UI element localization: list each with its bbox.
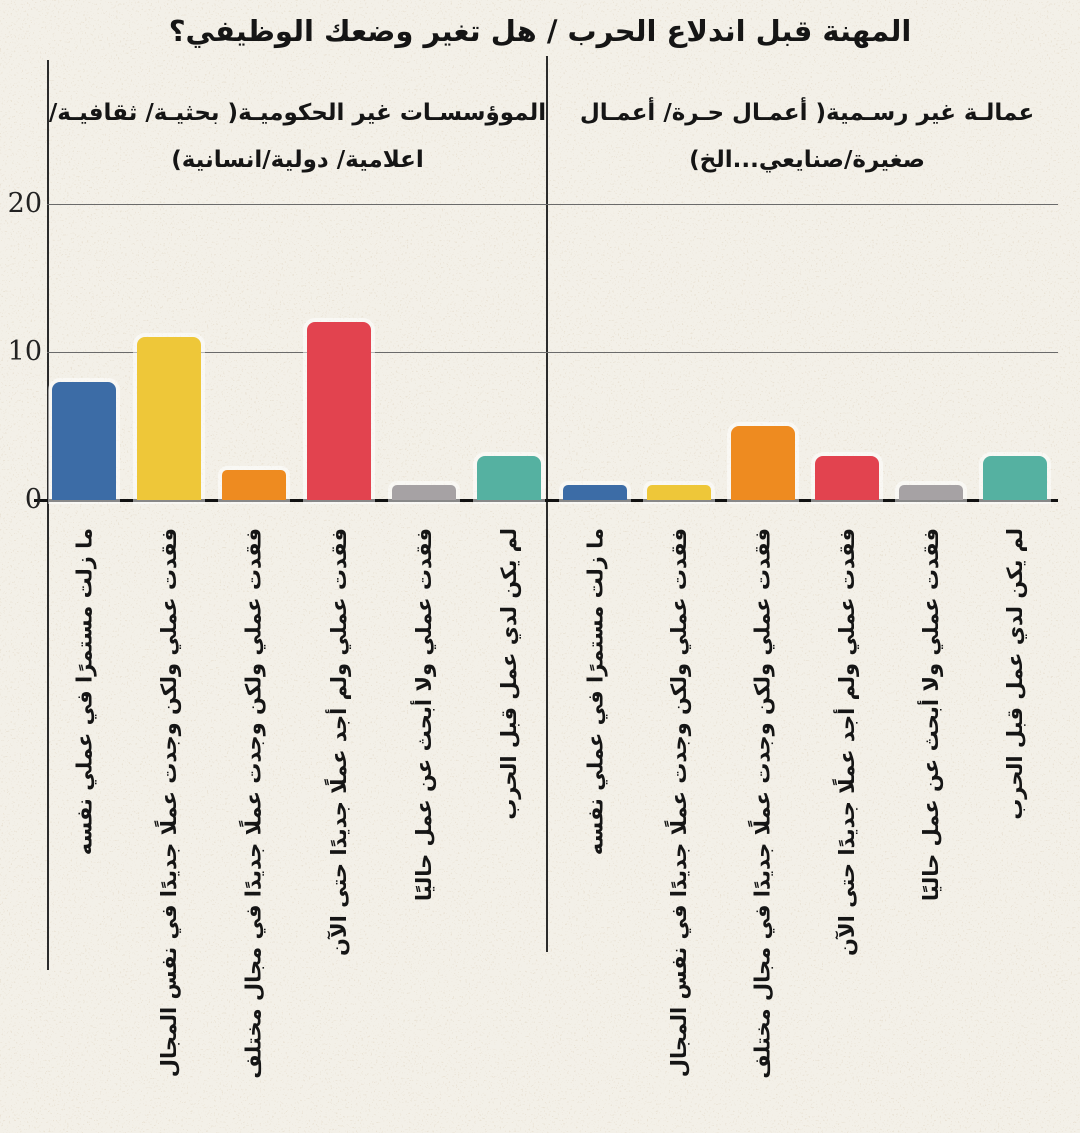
bar-group2-cat3	[731, 426, 795, 500]
group-header-ngo-line1: الموؤسسـات غير الحكوميـة( بحثيـة/ ثقافيـ…	[48, 100, 547, 126]
bar-group2-cat5	[899, 485, 963, 500]
bar-group1-cat6	[477, 456, 541, 500]
x-tick-label-group1-cat5: فقدت عملي ولا أبحث عن عمل حاليًا	[412, 528, 436, 902]
gridline-10	[47, 352, 1058, 353]
bar-group2-cat1	[563, 485, 627, 500]
x-tick-label-group1-cat1: ما زلت مستمرًا في عملي نفسه	[72, 528, 96, 856]
x-tick-label-group1-cat4: فقدت عملي ولم أجد عملًا جديدًا حتى الآن	[327, 528, 351, 956]
x-tick-label-group2-cat3: فقدت عملي ولكن وجدت عملًا جديدًا في مجال…	[751, 528, 775, 1079]
x-axis-baseline	[34, 499, 1058, 502]
x-tick-label-group2-cat2: فقدت عملي ولكن وجدت عملًا جديدًا في نفس …	[667, 528, 691, 1078]
x-tick-label-group1-cat2: فقدت عملي ولكن وجدت عملًا جديدًا في نفس …	[157, 528, 181, 1078]
chart-title: المهنة قبل اندلاع الحرب / هل تغير وضعك ا…	[168, 14, 912, 48]
x-tick-label-group2-cat6: لم يكن لدي عمل قبل الحرب	[1003, 528, 1027, 820]
x-tick-label-group1-cat6: لم يكن لدي عمل قبل الحرب	[497, 528, 521, 820]
group-header-informal: عمالـة غير رسـمية( أعمـال حـرة/ أعمـال ص…	[557, 90, 1057, 184]
bar-group1-cat5	[392, 485, 456, 500]
group-header-informal-line1: عمالـة غير رسـمية( أعمـال حـرة/ أعمـال	[579, 100, 1035, 126]
gridline-20	[47, 204, 1058, 205]
bar-group1-cat4	[307, 322, 371, 500]
y-tick-0: 0	[24, 484, 42, 515]
group-divider-line	[546, 56, 548, 952]
x-tick-label-group1-cat3: فقدت عملي ولكن وجدت عملًا جديدًا في مجال…	[242, 528, 266, 1079]
bar-group1-cat3	[222, 470, 286, 500]
y-axis-line	[47, 60, 49, 970]
x-tick-label-group2-cat1: ما زلت مستمرًا في عملي نفسه	[583, 528, 607, 856]
y-tick-10: 10	[7, 336, 42, 367]
x-tick-label-group2-cat4: فقدت عملي ولم أجد عملًا جديدًا حتى الآن	[835, 528, 859, 956]
bar-group2-cat4	[815, 456, 879, 500]
bar-group1-cat1	[52, 382, 116, 500]
y-tick-20: 20	[7, 188, 42, 219]
x-tick-label-group2-cat5: فقدت عملي ولا أبحث عن عمل حاليًا	[919, 528, 943, 902]
bar-group1-cat2	[137, 337, 201, 500]
group-header-ngo: الموؤسسـات غير الحكوميـة( بحثيـة/ ثقافيـ…	[48, 90, 547, 184]
group-header-ngo-line2: اعلامية/ دولية/انسانية)	[171, 147, 424, 173]
group-header-informal-line2: صغيرة/صنايعي...الخ)	[689, 147, 925, 173]
bar-group2-cat2	[647, 485, 711, 500]
bar-group2-cat6	[983, 456, 1047, 500]
